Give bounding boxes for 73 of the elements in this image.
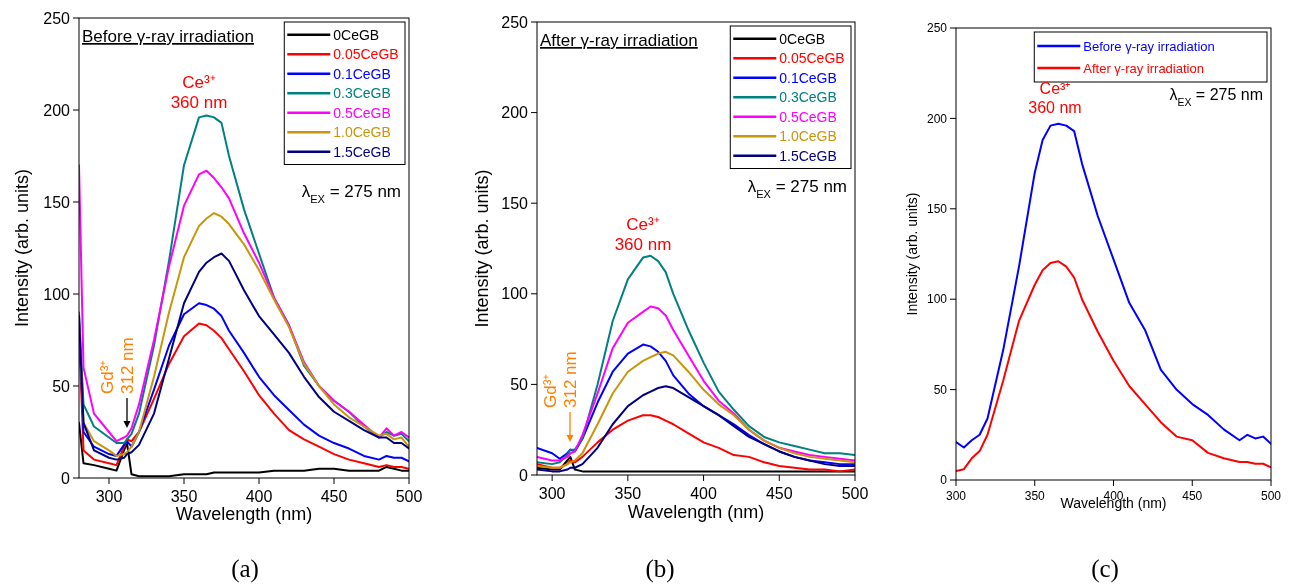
annotation: λ$_{EX}$ = 275 nm [1169, 86, 1263, 108]
line-series [956, 260, 1271, 472]
legend-label: Before γ-ray irradiation [1083, 38, 1215, 54]
x-tick-label: 300 [945, 489, 967, 503]
x-tick-label: 350 [1024, 489, 1046, 503]
line-series [537, 305, 855, 462]
x-tick-label: 500 [841, 485, 869, 502]
y-axis-title: Intensity (arb. units) [472, 169, 493, 328]
legend-label: 1.5CeGB [333, 143, 391, 160]
legend-label: 0.5CeGB [779, 108, 837, 125]
legend-label: 0CeGB [779, 30, 826, 47]
y-tick-label: 200 [501, 104, 529, 122]
y-tick-label: 250 [501, 13, 529, 31]
y-tick-label: 0 [61, 469, 71, 487]
y-tick-label: 150 [43, 193, 71, 211]
y-tick-label: 0 [940, 473, 948, 488]
legend-label: 0CeGB [333, 26, 380, 43]
y-tick-label: 0 [519, 466, 529, 484]
legend-label: 1.0CeGB [779, 128, 837, 145]
legend-label: 0.3CeGB [779, 89, 837, 106]
annotation: λ$_{EX}$ = 275 nm [747, 177, 847, 200]
y-tick-label: 150 [926, 202, 948, 216]
annotation: Gd³⁺ 312 nm [98, 337, 137, 394]
legend-label: 0.5CeGB [333, 104, 391, 121]
x-tick-label: 300 [538, 485, 566, 502]
legend-label: 0.1CeGB [779, 69, 837, 86]
annotation: Ce³⁺ 360 nm [1028, 80, 1082, 116]
line-series [79, 252, 409, 461]
legend-label: 0.05CeGB [333, 46, 399, 63]
line-series [79, 212, 409, 457]
x-axis-title: Wavelength (nm) [627, 502, 765, 522]
y-axis-title: Intensity (arb. units) [903, 192, 920, 316]
y-tick-label: 50 [52, 377, 71, 395]
y-tick-label: 200 [43, 101, 71, 119]
x-tick-label: 450 [320, 488, 348, 505]
text: (a) [231, 555, 259, 583]
y-tick-label: 250 [926, 21, 948, 36]
text: (b) [645, 555, 675, 583]
x-tick-label: 500 [1260, 489, 1282, 503]
y-axis-title: Intensity (arb. units) [12, 168, 33, 328]
annotation: λ$_{EX}$ = 275 nm [301, 182, 401, 205]
x-tick-label: 500 [395, 488, 423, 505]
text: Before γ-ray irradiation [82, 27, 254, 46]
annotation: Ce³⁺ 360 nm [170, 73, 228, 112]
legend-label: 0.1CeGB [333, 65, 391, 82]
x-tick-label: 400 [245, 488, 273, 505]
x-tick-label: 300 [95, 488, 123, 505]
y-tick-label: 150 [501, 194, 529, 212]
legend-label: 0.3CeGB [333, 85, 391, 102]
y-tick-label: 100 [43, 285, 71, 303]
line-series [956, 122, 1271, 449]
x-tick-label: 450 [1182, 489, 1203, 503]
text: After γ-ray irradiation [540, 31, 698, 50]
legend-label: After γ-ray irradiation [1083, 60, 1204, 76]
x-tick-label: 450 [765, 485, 793, 502]
y-tick-label: 100 [501, 285, 529, 303]
annotation: Gd³⁺ 312 nm [541, 351, 580, 408]
y-tick-label: 100 [926, 292, 948, 307]
x-tick-label: 350 [170, 488, 198, 505]
y-tick-label: 50 [510, 376, 529, 393]
line-series [537, 254, 855, 466]
y-tick-label: 250 [43, 9, 71, 27]
x-axis-title: Wavelength (nm) [175, 504, 313, 524]
legend-label: 0.05CeGB [779, 50, 845, 67]
x-tick-label: 350 [614, 485, 642, 502]
line-series [79, 322, 409, 470]
legend-label: 1.5CeGB [779, 147, 837, 164]
y-tick-label: 200 [926, 111, 948, 126]
text: (c) [1091, 555, 1119, 583]
y-tick-label: 50 [933, 382, 948, 397]
annotation: Ce³⁺ 360 nm [614, 215, 672, 254]
legend-label: 1.0CeGB [333, 124, 391, 141]
x-tick-label: 400 [690, 485, 718, 502]
